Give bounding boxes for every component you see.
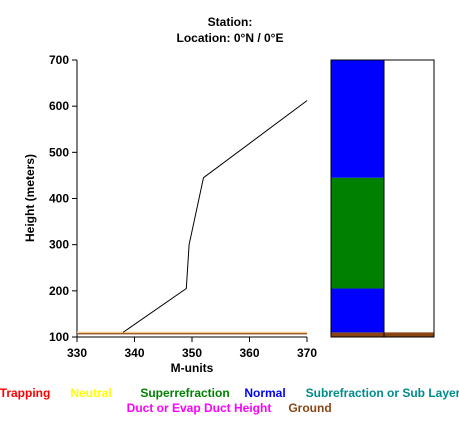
legend-item-duct-or-evap-duct-height: Duct or Evap Duct Height: [127, 401, 272, 415]
y-tick-label: 600: [49, 99, 69, 113]
legend-item-superrefraction: Superrefraction: [140, 386, 229, 400]
y-tick-label: 200: [49, 284, 69, 298]
legend-item-neutral: Neutral: [70, 386, 111, 400]
x-axis-label: M-units: [171, 361, 214, 375]
y-tick-label: 700: [49, 53, 69, 67]
location-label: Location: 0°N / 0°E: [177, 31, 284, 45]
x-tick-label: 360: [239, 346, 259, 360]
ground-column-background: [384, 60, 434, 337]
x-tick-group: 330 340 350 360 370: [67, 337, 317, 360]
legend-item-subrefraction-or-sub-layer: Subrefraction or Sub Layer: [306, 386, 459, 400]
profile-plot: 100 200 300 400 500 600 700 330 340 350 360 370: [49, 53, 317, 360]
layer-segment-normal: [331, 288, 384, 333]
y-axis-label: Height (meters): [23, 154, 37, 242]
x-tick-label: 330: [67, 346, 87, 360]
y-tick-label: 500: [49, 145, 69, 159]
legend-item-ground: Ground: [288, 401, 331, 415]
y-tick-label: 300: [49, 238, 69, 252]
layer-column: [330, 59, 385, 338]
plot-background: [77, 60, 307, 337]
x-tick-label: 350: [182, 346, 202, 360]
x-tick-label: 370: [297, 346, 317, 360]
legend-item-trapping: Trapping: [0, 386, 50, 400]
station-label: Station:: [208, 15, 253, 29]
surface-line-group: [77, 331, 307, 335]
ground-column-border: [383, 59, 435, 338]
ground-column: [383, 59, 435, 338]
layer-segment-normal: [331, 60, 384, 178]
ground-column-segment: [384, 332, 434, 337]
y-tick-label: 400: [49, 192, 69, 206]
y-tick-group: 100 200 300 400 500 600 700: [49, 53, 77, 344]
x-tick-label: 340: [124, 346, 144, 360]
legend-item-normal: Normal: [244, 386, 285, 400]
y-tick-label: 100: [49, 330, 69, 344]
legend-row-2: Duct or Evap Duct Height Ground: [127, 401, 332, 415]
legend-row-1: Trapping Neutral Superrefraction Normal Subr…: [0, 386, 459, 400]
m-unit-profile-line: [122, 100, 308, 333]
layer-segment-superrefraction: [331, 177, 384, 289]
layer-segment-ground: [331, 332, 384, 337]
